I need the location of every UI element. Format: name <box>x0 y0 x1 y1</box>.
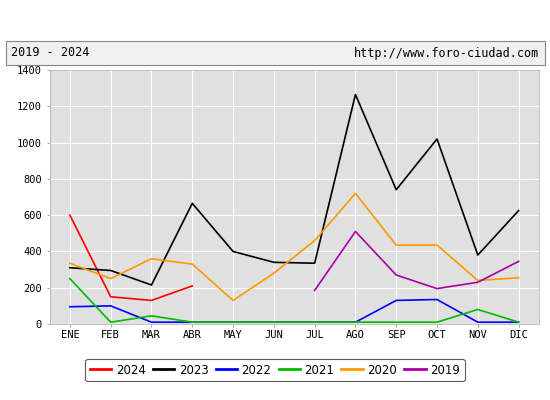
Legend: 2024, 2023, 2022, 2021, 2020, 2019: 2024, 2023, 2022, 2021, 2020, 2019 <box>85 359 465 381</box>
Text: Evolucion Nº Turistas Nacionales en el municipio de El Pedregal: Evolucion Nº Turistas Nacionales en el m… <box>43 12 507 28</box>
Text: 2019 - 2024: 2019 - 2024 <box>11 46 89 60</box>
Text: http://www.foro-ciudad.com: http://www.foro-ciudad.com <box>354 46 539 60</box>
